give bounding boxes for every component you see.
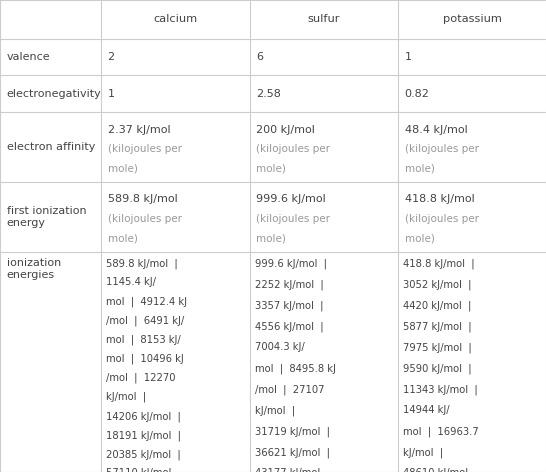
Text: 2.37 kJ/mol: 2.37 kJ/mol: [108, 125, 170, 135]
Text: (kilojoules per: (kilojoules per: [405, 144, 479, 154]
Text: 3052 kJ/mol  |: 3052 kJ/mol |: [403, 279, 472, 290]
Text: (kilojoules per: (kilojoules per: [256, 214, 330, 224]
Text: kJ/mol  |: kJ/mol |: [403, 447, 443, 458]
Text: 11343 kJ/mol  |: 11343 kJ/mol |: [403, 384, 478, 395]
Text: mol  |  8153 kJ/: mol | 8153 kJ/: [106, 335, 181, 345]
Text: 57110 kJ/mol: 57110 kJ/mol: [106, 468, 172, 472]
Text: calcium: calcium: [153, 14, 197, 25]
Text: (kilojoules per: (kilojoules per: [256, 144, 330, 154]
Text: 20385 kJ/mol  |: 20385 kJ/mol |: [106, 449, 181, 460]
Text: /mol  |  6491 kJ/: /mol | 6491 kJ/: [106, 316, 185, 326]
Text: kJ/mol  |: kJ/mol |: [255, 405, 295, 416]
Text: mole): mole): [108, 233, 138, 244]
Text: electron affinity: electron affinity: [7, 142, 95, 152]
Text: 7975 kJ/mol  |: 7975 kJ/mol |: [403, 342, 472, 353]
Text: mol  |  4912.4 kJ: mol | 4912.4 kJ: [106, 296, 187, 307]
Text: sulfur: sulfur: [307, 14, 340, 25]
Text: 36621 kJ/mol  |: 36621 kJ/mol |: [255, 447, 330, 458]
Text: 3357 kJ/mol  |: 3357 kJ/mol |: [255, 300, 323, 311]
Text: 18191 kJ/mol  |: 18191 kJ/mol |: [106, 430, 181, 440]
Text: 48.4 kJ/mol: 48.4 kJ/mol: [405, 125, 467, 135]
Text: 200 kJ/mol: 200 kJ/mol: [256, 125, 315, 135]
Text: mol  |  16963.7: mol | 16963.7: [403, 426, 479, 437]
Text: 7004.3 kJ/: 7004.3 kJ/: [255, 342, 305, 352]
Text: 31719 kJ/mol  |: 31719 kJ/mol |: [255, 426, 330, 437]
Text: 5877 kJ/mol  |: 5877 kJ/mol |: [403, 321, 472, 332]
Text: 589.8 kJ/mol: 589.8 kJ/mol: [108, 194, 177, 204]
Text: 1145.4 kJ/: 1145.4 kJ/: [106, 278, 157, 287]
Text: mol  |  10496 kJ: mol | 10496 kJ: [106, 354, 184, 364]
Text: 589.8 kJ/mol  |: 589.8 kJ/mol |: [106, 258, 178, 269]
Text: 14944 kJ/: 14944 kJ/: [403, 405, 450, 415]
Text: 999.6 kJ/mol  |: 999.6 kJ/mol |: [255, 258, 327, 269]
Text: 418.8 kJ/mol: 418.8 kJ/mol: [405, 194, 474, 204]
Text: mole): mole): [256, 164, 286, 174]
Text: 43177 kJ/mol: 43177 kJ/mol: [255, 468, 321, 472]
Text: 2252 kJ/mol  |: 2252 kJ/mol |: [255, 279, 324, 290]
Text: ionization
energies: ionization energies: [7, 258, 61, 279]
Text: 6: 6: [256, 52, 263, 62]
Text: 9590 kJ/mol  |: 9590 kJ/mol |: [403, 363, 472, 374]
Text: 1: 1: [108, 89, 115, 99]
Text: 48610 kJ/mol: 48610 kJ/mol: [403, 468, 468, 472]
Text: /mol  |  12270: /mol | 12270: [106, 373, 176, 383]
Text: 418.8 kJ/mol  |: 418.8 kJ/mol |: [403, 258, 475, 269]
Text: (kilojoules per: (kilojoules per: [108, 214, 182, 224]
Text: 2: 2: [108, 52, 115, 62]
Text: first ionization
energy: first ionization energy: [7, 206, 86, 228]
Text: (kilojoules per: (kilojoules per: [108, 144, 182, 154]
Text: /mol  |  27107: /mol | 27107: [255, 384, 324, 395]
Text: 14206 kJ/mol  |: 14206 kJ/mol |: [106, 411, 181, 421]
Text: mole): mole): [405, 164, 435, 174]
Text: 4420 kJ/mol  |: 4420 kJ/mol |: [403, 300, 472, 311]
Text: valence: valence: [7, 52, 50, 62]
Text: kJ/mol  |: kJ/mol |: [106, 392, 146, 403]
Text: 1: 1: [405, 52, 412, 62]
Text: electronegativity: electronegativity: [7, 89, 102, 99]
Text: mole): mole): [405, 233, 435, 244]
Text: 2.58: 2.58: [256, 89, 281, 99]
Text: mole): mole): [108, 164, 138, 174]
Text: mol  |  8495.8 kJ: mol | 8495.8 kJ: [255, 363, 336, 374]
Text: (kilojoules per: (kilojoules per: [405, 214, 479, 224]
Text: potassium: potassium: [443, 14, 502, 25]
Text: mole): mole): [256, 233, 286, 244]
Text: 4556 kJ/mol  |: 4556 kJ/mol |: [255, 321, 324, 332]
Text: 0.82: 0.82: [405, 89, 430, 99]
Text: 999.6 kJ/mol: 999.6 kJ/mol: [256, 194, 326, 204]
